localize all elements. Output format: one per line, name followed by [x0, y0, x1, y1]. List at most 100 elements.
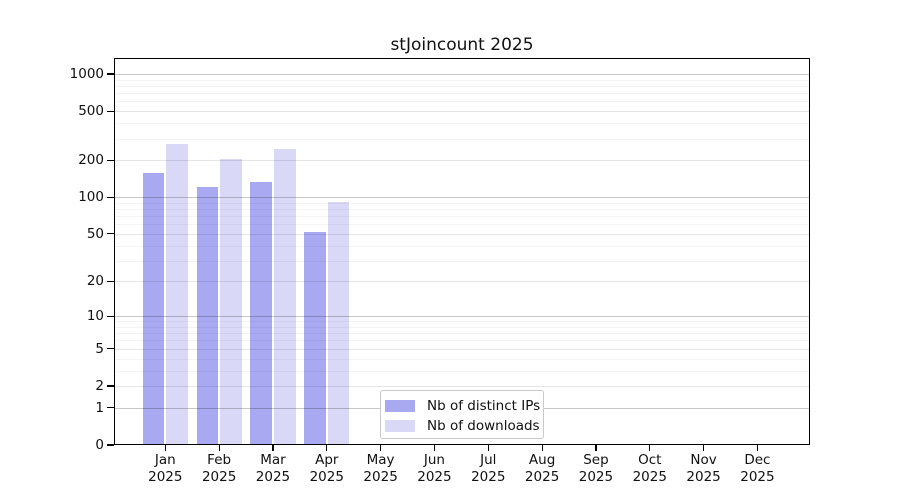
x-tick-label: Jun 2025: [406, 452, 462, 485]
y-tick-label: 50: [86, 225, 104, 242]
y-tick-mark: [107, 385, 114, 387]
x-tick-month: Jun: [423, 452, 445, 468]
x-tick-month: Jan: [154, 452, 176, 468]
y-gridline: [114, 333, 810, 335]
y-tick-mark: [107, 159, 114, 161]
x-tick-year: 2025: [686, 468, 721, 485]
x-tick-year: 2025: [471, 468, 506, 485]
y-gridline: [114, 197, 810, 199]
x-tick-mark: [380, 445, 382, 451]
legend-label-distinct-ips: Nb of distinct IPs: [427, 398, 541, 414]
y-tick-mark: [107, 348, 114, 350]
x-tick-mark: [433, 445, 436, 451]
x-tick-mark: [218, 445, 220, 451]
y-tick-mark: [107, 233, 114, 235]
y-tick-mark: [107, 407, 114, 409]
bar-downloads: [273, 148, 296, 445]
y-gridline: [114, 208, 810, 210]
x-tick-month: Dec: [744, 452, 771, 468]
x-tick-label: May 2025: [353, 452, 409, 485]
y-gridline: [114, 73, 810, 75]
x-tick-year: 2025: [255, 468, 291, 485]
chart-title: stJoincount 2025: [390, 35, 534, 55]
y-gridline: [114, 202, 810, 204]
y-gridline: [114, 123, 810, 125]
y-tick-mark: [107, 110, 114, 112]
bar-downloads: [219, 159, 242, 445]
x-tick-mark: [164, 445, 166, 451]
x-tick-mark: [595, 445, 597, 451]
x-tick-mark: [541, 445, 543, 451]
plot-area: [114, 58, 810, 445]
x-tick-label: Oct 2025: [622, 452, 678, 485]
x-tick-year: 2025: [309, 468, 344, 485]
x-tick-mark: [272, 445, 274, 451]
y-tick-mark: [107, 73, 114, 75]
x-tick-label: Jan 2025: [137, 452, 193, 485]
legend-entry-distinct-ips: Nb of distinct IPs: [385, 396, 543, 416]
x-tick-label: Nov 2025: [676, 452, 732, 485]
y-gridline: [114, 245, 810, 247]
x-tick-label: Dec 2025: [729, 452, 785, 485]
legend-entry-downloads: Nb of downloads: [385, 416, 543, 436]
y-gridline: [114, 260, 810, 262]
y-gridline: [114, 316, 810, 318]
y-gridline: [114, 216, 810, 218]
y-gridline: [114, 224, 810, 226]
y-gridline: [114, 321, 810, 323]
y-gridline: [114, 111, 810, 113]
x-tick-month: Jul: [480, 452, 497, 468]
legend: Nb of distinct IPs Nb of downloads: [380, 390, 544, 439]
y-tick-label: 5: [95, 340, 104, 357]
y-tick-mark: [107, 444, 114, 446]
bar-distinct-ips: [250, 181, 273, 445]
y-gridline: [114, 79, 810, 81]
x-tick-mark: [703, 445, 705, 451]
y-tick-label: 500: [78, 103, 104, 120]
x-tick-mark: [756, 445, 759, 451]
legend-swatch-downloads: [385, 420, 415, 432]
y-gridline: [114, 93, 810, 95]
y-gridline: [114, 233, 810, 235]
x-tick-month: May: [366, 452, 395, 468]
x-tick-year: 2025: [363, 468, 398, 485]
x-tick-year: 2025: [524, 468, 560, 485]
x-tick-month: Mar: [260, 452, 286, 468]
y-tick-label: 1000: [69, 65, 104, 82]
y-gridline: [114, 101, 810, 103]
x-tick-month: Apr: [315, 452, 339, 468]
x-tick-label: Jul 2025: [460, 452, 516, 485]
y-gridline: [114, 348, 810, 350]
y-tick-mark: [107, 196, 114, 198]
x-tick-mark: [649, 445, 651, 451]
x-tick-mark: [487, 445, 489, 451]
x-tick-year: 2025: [148, 468, 183, 485]
x-tick-year: 2025: [578, 468, 614, 485]
y-gridline: [114, 160, 810, 162]
y-tick-label: 2: [95, 377, 104, 394]
y-gridline: [114, 385, 810, 387]
y-gridline: [114, 85, 810, 87]
y-gridline: [114, 358, 810, 360]
y-tick-label: 1: [95, 399, 104, 416]
bar-downloads: [327, 201, 350, 445]
x-tick-year: 2025: [740, 468, 775, 485]
x-tick-label: Mar 2025: [245, 452, 301, 485]
x-tick-month: Oct: [638, 452, 662, 468]
x-tick-month: Sep: [583, 452, 609, 468]
x-tick-year: 2025: [632, 468, 667, 485]
y-tick-label: 100: [78, 189, 104, 206]
y-gridline: [114, 340, 810, 342]
y-gridline: [114, 281, 810, 283]
x-tick-year: 2025: [417, 468, 452, 485]
x-tick-label: Feb 2025: [191, 452, 247, 485]
y-tick-label: 200: [78, 152, 104, 169]
y-tick-mark: [107, 315, 114, 317]
bar-distinct-ips: [142, 173, 165, 445]
x-tick-mark: [326, 445, 328, 451]
bar-distinct-ips: [196, 187, 219, 445]
bar-downloads: [166, 143, 188, 445]
x-tick-label: Apr 2025: [299, 452, 355, 485]
y-gridline: [114, 138, 810, 140]
